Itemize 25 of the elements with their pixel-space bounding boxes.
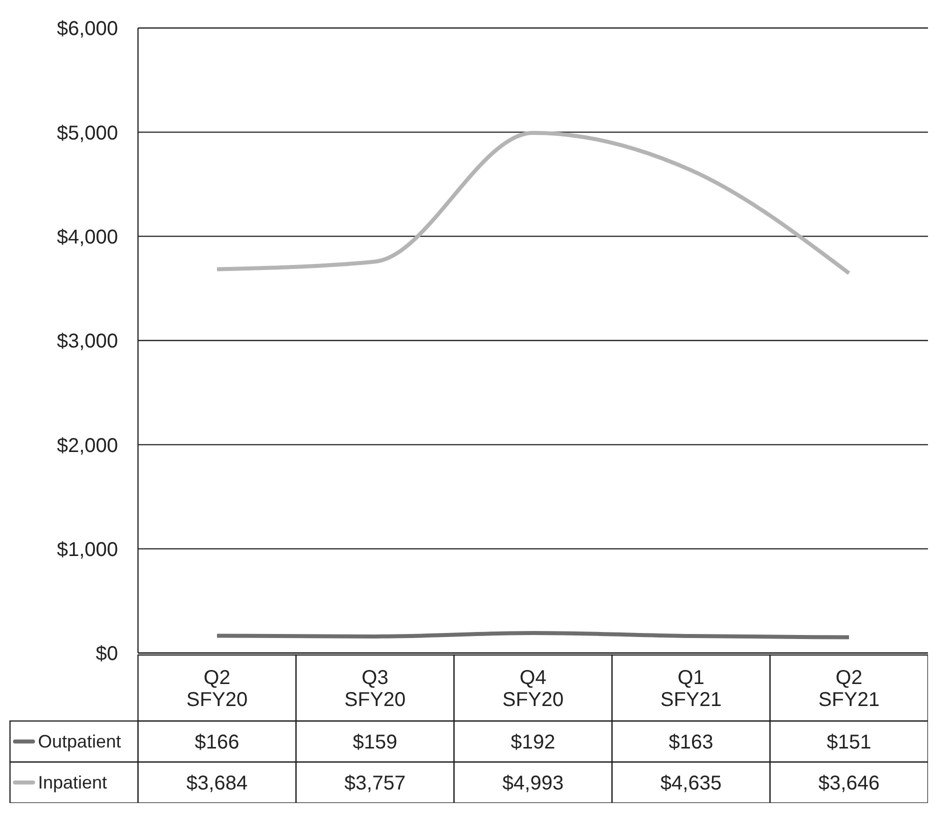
data-label: $3,684	[186, 772, 248, 794]
data-label: $163	[668, 732, 714, 754]
data-label: $3,757	[344, 772, 406, 794]
data-label: $4,635	[660, 772, 722, 794]
data-label: $159	[352, 732, 398, 754]
y-tick-label: $2,000	[56, 434, 118, 457]
x-tick-label: Q2 SFY20	[186, 667, 248, 711]
y-tick-label: $3,000	[56, 330, 118, 353]
y-tick-label: $5,000	[56, 122, 118, 144]
legend-label: Outpatient	[38, 732, 122, 752]
y-tick-label: $4,000	[56, 226, 118, 248]
data-label: $151	[826, 732, 872, 754]
y-tick-label: $1,000	[56, 538, 118, 561]
y-tick-label: $0	[96, 643, 118, 666]
line-series	[215, 130, 851, 276]
data-label: $4,993	[502, 772, 564, 794]
x-tick-label: Q1 SFY21	[660, 667, 722, 711]
y-tick-label: $6,000	[56, 18, 118, 40]
data-label: $166	[194, 732, 240, 754]
x-tick-label: Q2 SFY21	[818, 667, 880, 711]
data-label: $192	[510, 732, 556, 754]
data-label: $3,646	[818, 772, 880, 794]
x-tick-label: Q3 SFY20	[344, 667, 406, 711]
x-tick-label: Q4 SFY20	[502, 667, 564, 711]
legend-label: Inpatient	[38, 772, 108, 792]
